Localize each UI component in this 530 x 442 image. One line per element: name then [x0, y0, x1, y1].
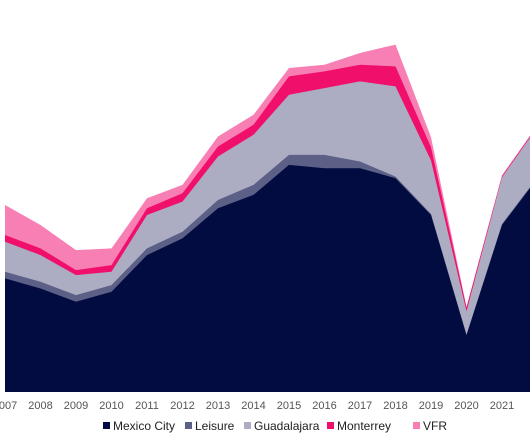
x-tick-label: 2014 [241, 400, 265, 412]
x-tick-label: 2007 [0, 400, 17, 412]
legend-label: VFR [423, 419, 447, 433]
x-tick-label: 2010 [99, 400, 123, 412]
x-tick-label: 2016 [312, 400, 336, 412]
legend-item-leisure: Leisure [185, 419, 235, 433]
x-tick-label: 2021 [490, 400, 514, 412]
x-tick-label: 2009 [64, 400, 88, 412]
x-tick-label: 2019 [419, 400, 443, 412]
legend-item-vfr: VFR [413, 419, 447, 433]
area-mexico-city [5, 164, 530, 392]
x-tick-label: 2008 [28, 400, 52, 412]
legend-item-monterrey: Monterrey [327, 419, 391, 433]
legend-label: Mexico City [113, 419, 175, 433]
legend-label: Leisure [195, 419, 235, 433]
legend-swatch [413, 422, 420, 429]
legend-swatch [327, 422, 334, 429]
legend-swatch [103, 422, 110, 429]
legend-swatch [244, 422, 251, 429]
x-tick-label: 2012 [170, 400, 194, 412]
legend-swatch [185, 422, 192, 429]
legend-label: Guadalajara [254, 419, 320, 433]
legend-label: Monterrey [337, 419, 391, 433]
x-tick-label: 2020 [454, 400, 478, 412]
legend-item-guadalajara: Guadalajara [244, 419, 320, 433]
x-axis-ticks: 2007 2008 2009 2010 2011 2012 2013 2014 2015 2016… [0, 400, 514, 412]
x-tick-label: 2015 [277, 400, 301, 412]
x-tick-label: 2018 [383, 400, 407, 412]
legend: Mexico City Leisure Guadalajara Monterrey VF… [103, 419, 447, 433]
x-tick-label: 2011 [135, 400, 159, 412]
series-areas [5, 44, 530, 392]
x-tick-label: 2017 [348, 400, 372, 412]
x-tick-label: 2013 [206, 400, 230, 412]
legend-item-mexico-city: Mexico City [103, 419, 175, 433]
